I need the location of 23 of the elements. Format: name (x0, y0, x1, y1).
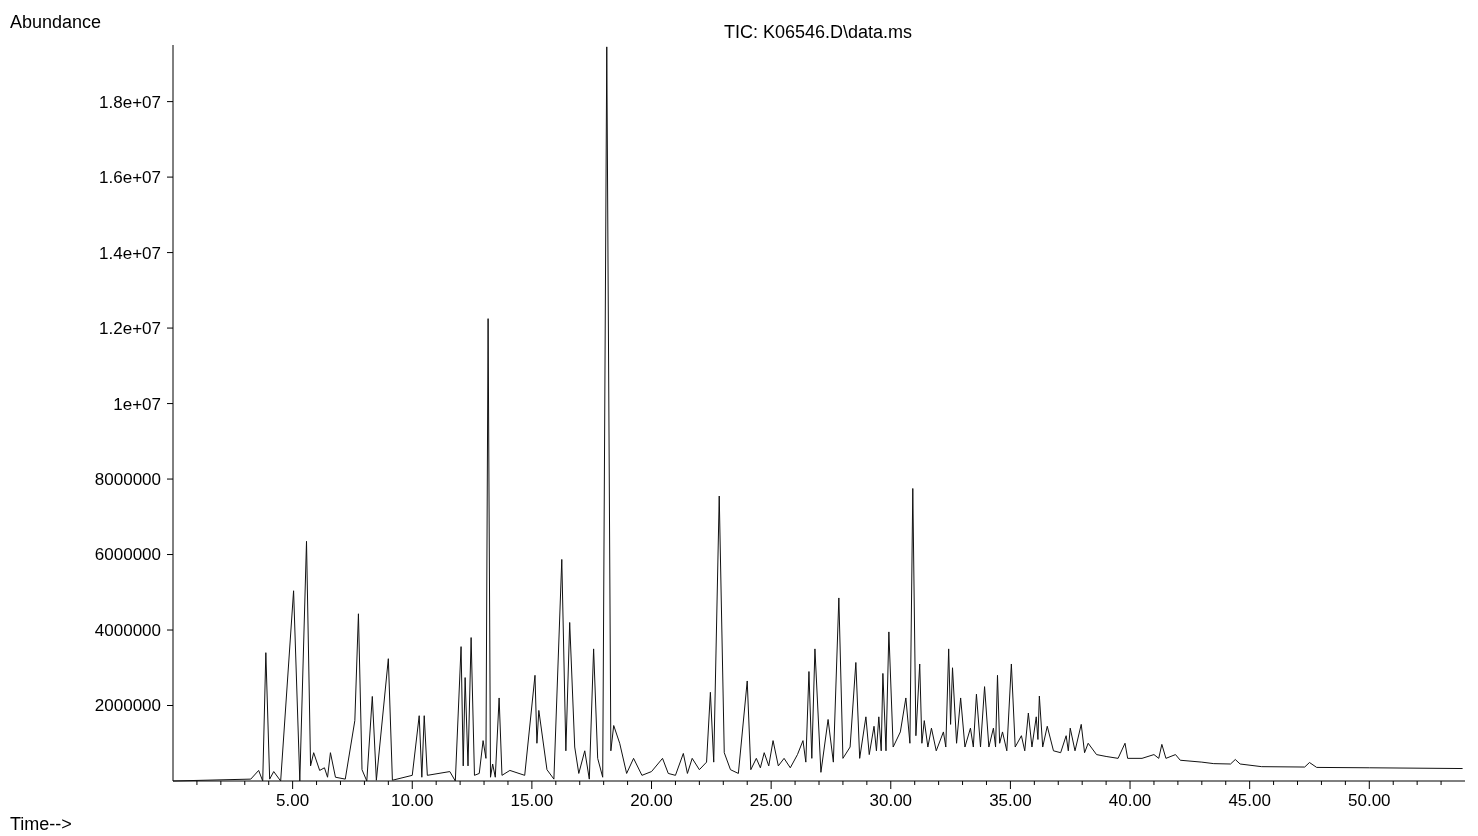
y-tick-label: 1.4e+07 (99, 243, 161, 263)
chart-title: TIC: K06546.D\data.ms (723, 22, 913, 42)
x-tick-label: 35.00 (989, 791, 1032, 810)
line-series (172, 46, 1464, 782)
y-tick-label: 1e+07 (113, 394, 161, 414)
x-tick-label: 25.00 (749, 791, 793, 810)
x-tick-label: 30.00 (869, 791, 913, 810)
x-tick-label: 40.00 (1108, 791, 1152, 810)
x-tick-label: 10.00 (390, 791, 434, 810)
y-tick-label: 2000000 (94, 696, 161, 716)
x-tick-label: 20.00 (630, 791, 673, 810)
x-tick-label: 15.00 (510, 791, 554, 810)
y-tick-label: 4000000 (94, 620, 161, 640)
x-tick-label: 50.00 (1348, 791, 1391, 810)
x-tick-label: 5.00 (276, 791, 310, 810)
x-tick-label: 45.00 (1228, 791, 1271, 810)
y-tick-label: 8000000 (94, 470, 161, 489)
y-tick-label: 6000000 (94, 545, 161, 565)
y-tick-label: 1.8e+07 (99, 92, 161, 112)
y-axis-title: Abundance (10, 12, 102, 32)
y-tick-label: 1.6e+07 (99, 168, 161, 188)
x-axis-title: Time--> (10, 814, 72, 834)
y-tick-label: 1.2e+07 (99, 319, 161, 339)
